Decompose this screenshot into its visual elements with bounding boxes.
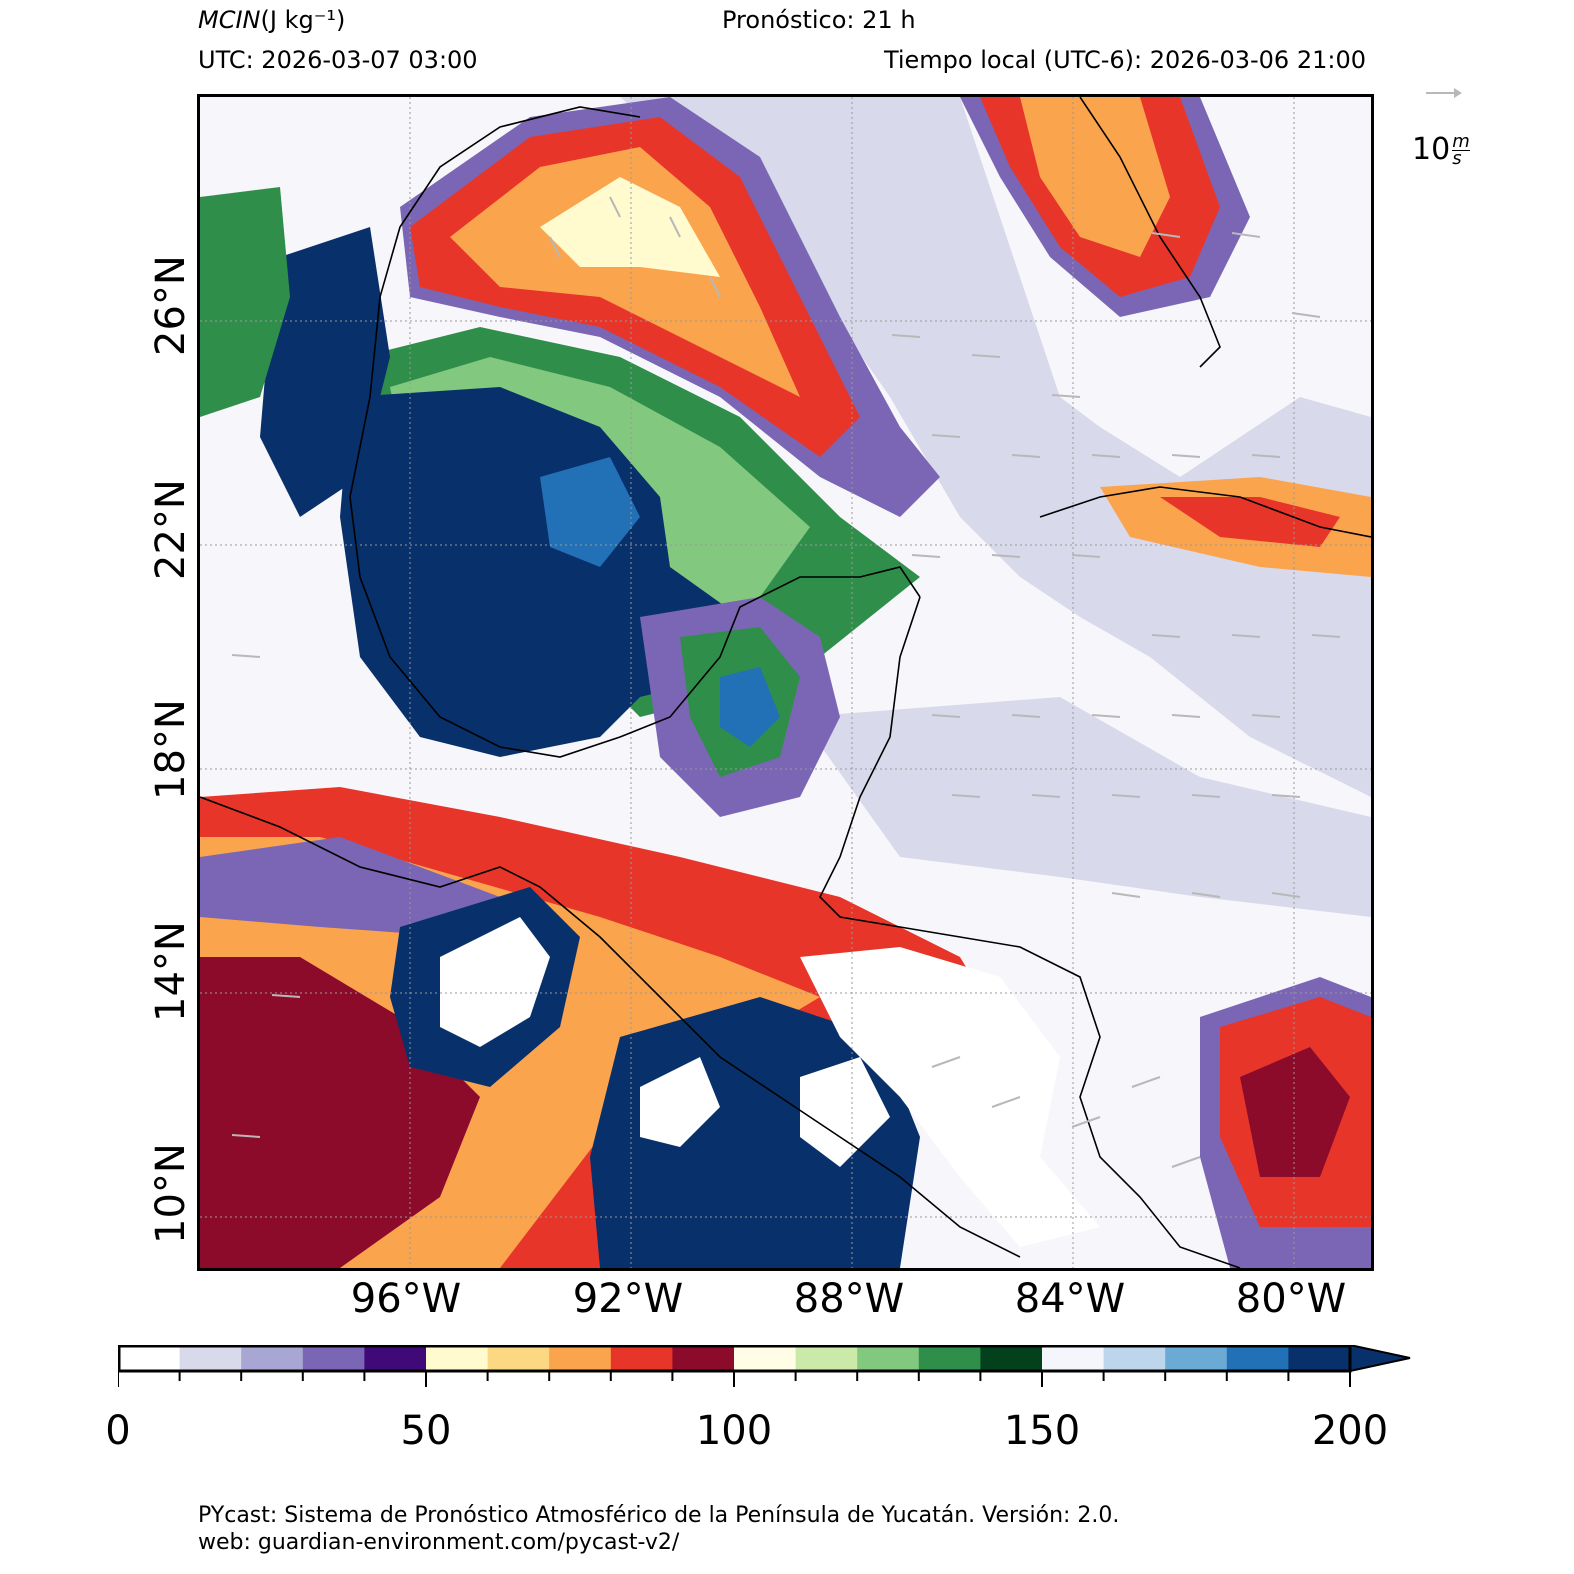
colorbar-segment	[302, 1345, 365, 1371]
mcin-map	[197, 94, 1374, 1271]
colorbar-segment	[1165, 1345, 1228, 1371]
colorbar-segment	[1103, 1345, 1166, 1371]
map-canvas	[200, 97, 1371, 1268]
colorbar-segment	[610, 1345, 673, 1371]
colorbar-segment	[1288, 1345, 1351, 1371]
wind-reference-arrow-icon	[1426, 88, 1462, 98]
lon-label-80w: 80°W	[1235, 1276, 1347, 1322]
lat-label-22n: 22°N	[148, 479, 194, 580]
colorbar-segment	[672, 1345, 735, 1371]
lat-label-18n: 18°N	[148, 699, 194, 800]
utc-time: UTC: 2026-03-07 03:00	[198, 46, 478, 74]
colorbar-segment	[549, 1345, 612, 1371]
lat-label-14n: 14°N	[148, 921, 194, 1022]
variable-title: MCIN(J kg⁻¹)	[198, 6, 346, 34]
colorbar-segment	[179, 1345, 242, 1371]
colorbar-segment	[734, 1345, 797, 1371]
lon-label-92w: 92°W	[572, 1276, 684, 1322]
lat-label-26n: 26°N	[148, 255, 194, 356]
colorbar-segment	[1042, 1345, 1105, 1371]
colorbar-segment	[795, 1345, 858, 1371]
colorbar-tick-150: 150	[1003, 1408, 1081, 1454]
colorbar-extend-arrow	[1349, 1345, 1411, 1373]
colorbar-tick-100: 100	[695, 1408, 773, 1454]
colorbar-segment	[487, 1345, 550, 1371]
lon-label-88w: 88°W	[793, 1276, 905, 1322]
wind-reference-label: 10 m s	[1412, 131, 1470, 169]
colorbar-segment	[364, 1345, 427, 1371]
colorbar-segment	[1226, 1345, 1289, 1371]
colorbar-segment	[918, 1345, 981, 1371]
colorbar-segment	[241, 1345, 304, 1371]
colorbar-tick-200: 200	[1311, 1408, 1389, 1454]
colorbar-segment	[426, 1345, 489, 1371]
forecast-hour: Pronóstico: 21 h	[722, 6, 916, 34]
colorbar-segment	[857, 1345, 920, 1371]
lon-label-96w: 96°W	[350, 1276, 462, 1322]
colorbar-segment	[118, 1345, 181, 1371]
colorbar-tick-0: 0	[105, 1408, 131, 1454]
local-time: Tiempo local (UTC-6): 2026-03-06 21:00	[883, 46, 1366, 74]
lat-label-10n: 10°N	[148, 1143, 194, 1244]
footer-url: web: guardian-environment.com/pycast-v2/	[198, 1530, 680, 1555]
colorbar	[118, 1345, 1411, 1387]
footer-credit: PYcast: Sistema de Pronóstico Atmosféric…	[198, 1503, 1120, 1528]
lon-label-84w: 84°W	[1014, 1276, 1126, 1322]
colorbar-tick-50: 50	[400, 1408, 452, 1454]
colorbar-segment	[980, 1345, 1043, 1371]
